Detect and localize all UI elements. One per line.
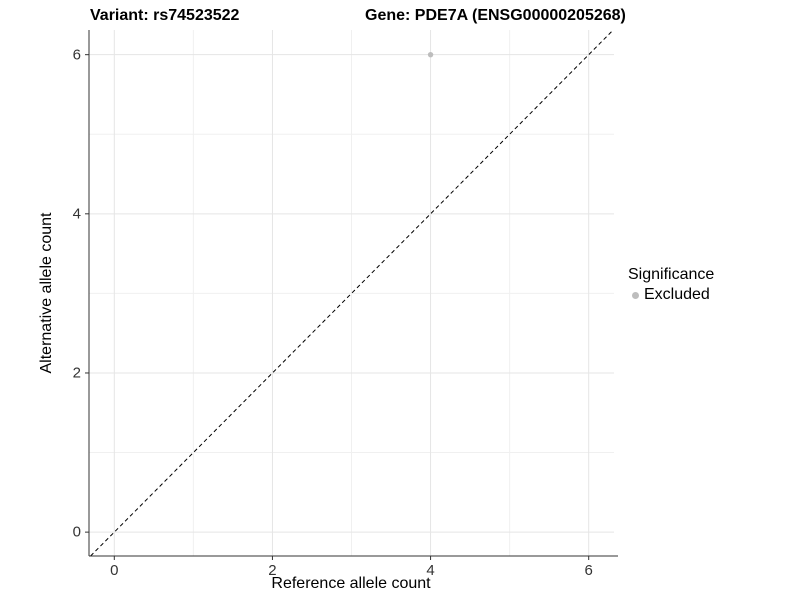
legend-title: Significance [628,266,715,283]
x-tick-label: 2 [268,562,277,579]
y-tick-label: 4 [72,205,81,223]
identity-reference-line [90,29,614,557]
x-tick-label: 0 [110,562,119,579]
x-axis-title: Reference allele count [271,575,431,592]
legend-item-excluded: Excluded [628,286,714,304]
variant-title: Variant: rs74523522 [90,7,240,24]
gene-title: Gene: PDE7A (ENSG00000205268) [365,7,626,24]
excluded-point-icon [632,291,639,299]
legend-item-label: Excluded [644,286,710,303]
y-tick-label: 0 [72,523,81,541]
y-tick-label: 6 [72,46,81,64]
y-axis-title: Alternative allele count [38,212,55,374]
data-point-excluded [427,51,434,58]
x-tick-label: 6 [584,562,593,579]
x-tick-label: 4 [426,562,435,579]
y-tick-label: 2 [72,364,81,382]
legend: Significance Excluded [628,266,714,304]
